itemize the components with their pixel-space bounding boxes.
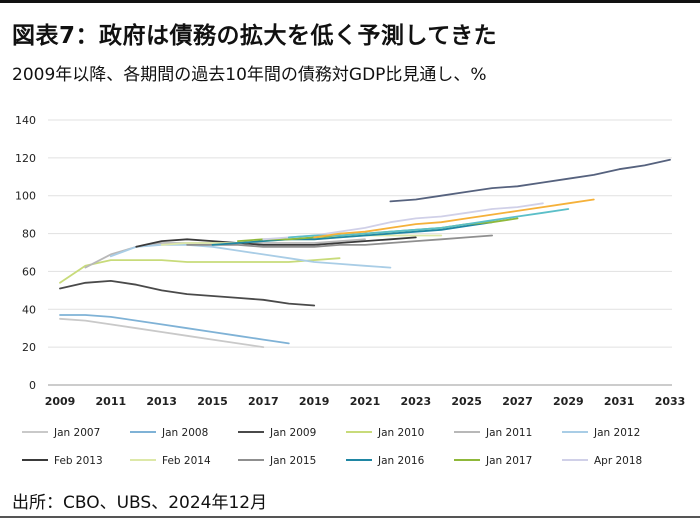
legend-item: Feb 2014 (130, 455, 211, 467)
y-tick-label: 100 (15, 190, 36, 203)
x-tick-label: 2023 (401, 395, 432, 408)
legend-item: Jan 2011 (454, 427, 532, 439)
legend-item: Jan 2008 (130, 427, 208, 439)
legend-item: Jan 2010 (346, 427, 424, 439)
legend-item: Jan 2015 (238, 455, 316, 467)
top-rule (0, 0, 700, 3)
y-axis-ticks: 0 20 40 60 80 100 120 140 (15, 114, 36, 392)
y-tick-label: 40 (22, 303, 36, 316)
x-tick-label: 2033 (655, 395, 686, 408)
legend-label: Feb 2014 (162, 455, 211, 467)
legend-item: Jan 2017 (454, 455, 532, 467)
x-tick-label: 2027 (502, 395, 533, 408)
x-tick-label: 2015 (197, 395, 228, 408)
legend-label: Jan 2012 (593, 427, 640, 439)
legend-label: Apr 2018 (594, 455, 642, 467)
y-tick-label: 80 (22, 228, 36, 241)
x-tick-label: 2009 (45, 395, 76, 408)
series-line-jan-2008 (59, 314, 290, 345)
y-tick-label: 20 (22, 341, 36, 354)
legend-label: Jan 2016 (377, 455, 425, 467)
source-note: 出所：CBO、UBS、2024年12月 (12, 493, 268, 513)
x-tick-label: 2017 (248, 395, 279, 408)
series-line-jan-2015 (186, 234, 494, 248)
y-tick-label: 60 (22, 265, 36, 278)
series-line-jan-2009 (59, 279, 316, 307)
legend-label: Feb 2013 (54, 455, 103, 467)
bottom-rule (0, 516, 700, 518)
x-tick-label: 2031 (604, 395, 635, 408)
legend-label: Jan 2015 (269, 455, 316, 467)
series-line-jan-2010 (59, 257, 341, 284)
y-tick-label: 140 (15, 114, 36, 127)
series-line-feb-2023 (389, 158, 671, 203)
legend-item: Feb 2013 (22, 455, 103, 467)
series-line-feb-2013 (135, 236, 417, 248)
y-tick-label: 120 (15, 152, 36, 165)
legend-item: Jan 2012 (562, 427, 640, 439)
y-tick-label: 0 (29, 379, 36, 392)
x-tick-label: 2025 (451, 395, 482, 408)
series-line-jan-2019 (287, 208, 570, 239)
legend-label: Jan 2011 (485, 427, 532, 439)
legend-item: Jan 2007 (22, 427, 100, 439)
legend-label: Jan 2010 (377, 427, 424, 439)
legend-label: Jan 2008 (161, 427, 208, 439)
chart-subtitle: 2009年以降、各期間の過去10年間の債務対GDP比見通し、% (12, 65, 487, 85)
chart-title: 図表7：政府は債務の拡大を低く予測してきた (12, 23, 498, 49)
legend-item: Jan 2016 (346, 455, 425, 467)
series-line-jan-2016 (211, 221, 494, 246)
grid-lines (48, 119, 672, 386)
x-tick-label: 2029 (553, 395, 584, 408)
legend-label: Jan 2017 (485, 455, 532, 467)
x-tick-label: 2021 (350, 395, 381, 408)
series-lines (59, 158, 671, 349)
legend-item: Apr 2018 (562, 455, 642, 467)
x-axis-ticks: 2009 2011 2013 2015 2017 2019 2021 2023 2025 2027… (45, 395, 686, 408)
series-line-jan-2020 (313, 198, 595, 239)
x-tick-label: 2013 (146, 395, 177, 408)
legend-label: Jan 2007 (53, 427, 100, 439)
series-line-jan-2007 (59, 317, 265, 349)
series-line-jan-2012 (109, 243, 392, 269)
x-tick-label: 2019 (299, 395, 330, 408)
x-tick-label: 2011 (96, 395, 127, 408)
legend-label: Jan 2009 (269, 427, 316, 439)
legend: Jan 2007 Jan 2008 Jan 2009 Jan 2010 Jan 2011… (22, 427, 642, 467)
legend-item: Jan 2009 (238, 427, 316, 439)
